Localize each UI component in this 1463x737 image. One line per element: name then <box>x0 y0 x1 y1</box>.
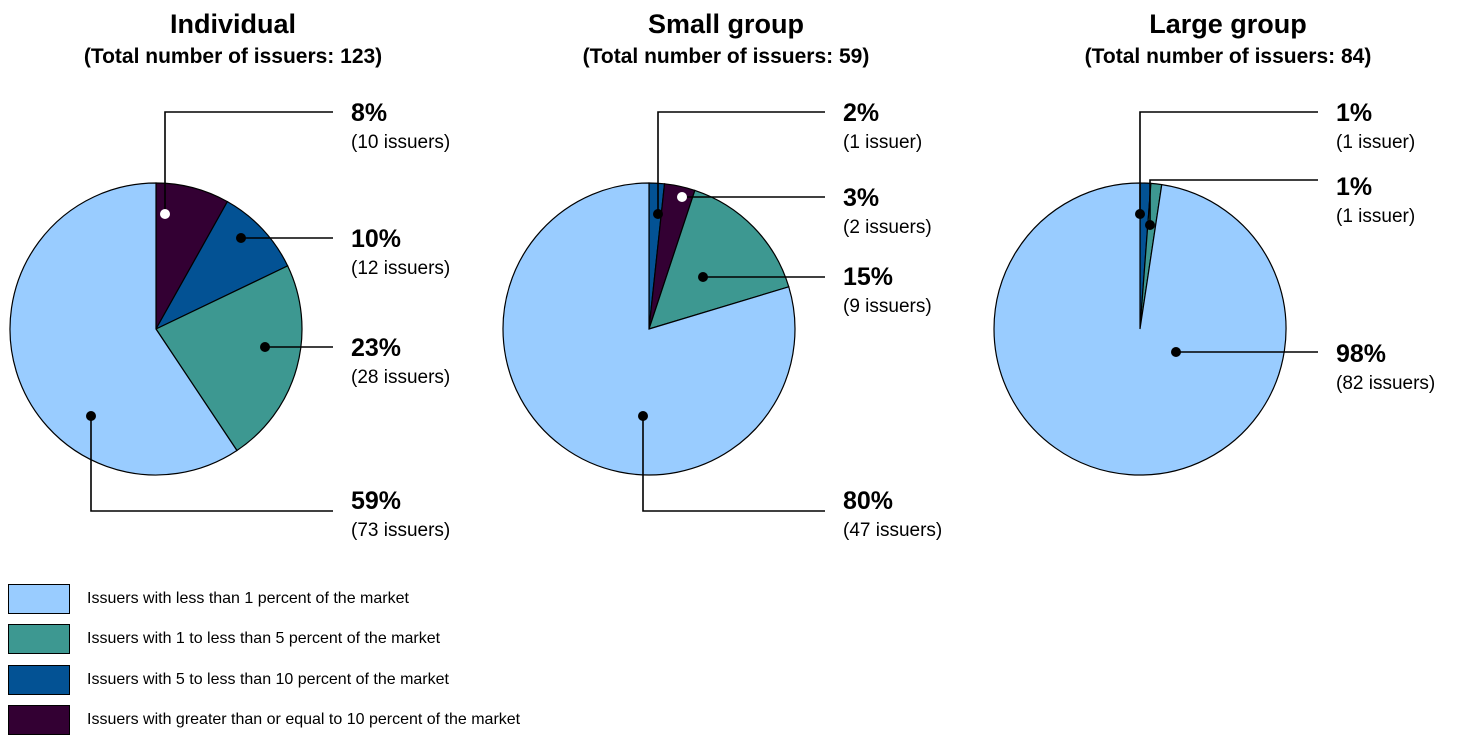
legend-swatch-ge10 <box>8 705 70 735</box>
slice-pct-label: 80% <box>843 487 893 515</box>
leader-line <box>1149 179 1318 225</box>
leader-line <box>657 111 825 214</box>
slice-pct-label: 2% <box>843 99 879 127</box>
leader-dot <box>86 411 96 421</box>
leader-line <box>164 111 333 214</box>
chart-title: Large group <box>1149 9 1307 39</box>
slice-pct-label: 15% <box>843 263 893 291</box>
leader-dot <box>260 342 270 352</box>
slice-count-label: (47 issuers) <box>843 520 942 541</box>
leader-dot <box>236 233 246 243</box>
slice-count-label: (2 issuers) <box>843 217 932 238</box>
slice-count-label: (10 issuers) <box>351 132 450 153</box>
leader-dot <box>677 192 687 202</box>
slice-count-label: (82 issuers) <box>1336 373 1435 394</box>
slice-pct-label: 3% <box>843 184 879 212</box>
legend-swatch-lt1 <box>8 584 70 614</box>
slice-pct-label: 8% <box>351 99 387 127</box>
slice-pct-label: 98% <box>1336 340 1386 368</box>
leader-dot <box>1135 209 1145 219</box>
chart-subtitle: (Total number of issuers: 123) <box>84 45 382 68</box>
slice-count-label: (1 issuer) <box>843 132 922 153</box>
pie-slice-p5to10 <box>154 200 289 331</box>
chart-subtitle: (Total number of issuers: 84) <box>1085 45 1372 68</box>
slice-count-label: (1 issuer) <box>1336 206 1415 227</box>
slice-pct-label: 1% <box>1336 173 1372 201</box>
legend-label-5to10: Issuers with 5 to less than 10 percent o… <box>87 671 449 688</box>
legend-label-ge10: Issuers with greater than or equal to 10… <box>87 711 521 728</box>
legend-swatch-1to5 <box>8 624 70 654</box>
slice-count-label: (28 issuers) <box>351 367 450 388</box>
legend-label-lt1: Issuers with less than 1 percent of the … <box>87 590 409 607</box>
leader-line <box>642 416 825 512</box>
legend-item-1to5: Issuers with 1 to less than 5 percent of… <box>8 622 440 656</box>
legend-item-5to10: Issuers with 5 to less than 10 percent o… <box>8 663 449 697</box>
leader-line <box>90 416 333 512</box>
pie-slice-lt1 <box>9 182 238 476</box>
slice-pct-label: 59% <box>351 487 401 515</box>
leader-dot <box>160 209 170 219</box>
legend-label-1to5: Issuers with 1 to less than 5 percent of… <box>87 630 441 647</box>
slice-pct-label: 1% <box>1336 99 1372 127</box>
pie-slice-lt1 <box>993 182 1287 476</box>
slice-count-label: (1 issuer) <box>1336 132 1415 153</box>
leader-dot <box>638 411 648 421</box>
chart-title: Individual <box>170 9 296 39</box>
leader-dot <box>1145 220 1155 230</box>
chart-title: Small group <box>648 9 804 39</box>
leader-dot <box>653 209 663 219</box>
chart-subtitle: (Total number of issuers: 59) <box>583 45 870 68</box>
slice-count-label: (9 issuers) <box>843 296 932 317</box>
slice-count-label: (73 issuers) <box>351 520 450 541</box>
legend-swatch-5to10 <box>8 665 70 695</box>
slice-pct-label: 10% <box>351 225 401 253</box>
leader-line <box>1139 111 1318 214</box>
slice-pct-label: 23% <box>351 334 401 362</box>
pie-slice-p1to5 <box>155 265 303 452</box>
slice-count-label: (12 issuers) <box>351 258 450 279</box>
pie-slice-lt1 <box>502 182 796 476</box>
leader-dot <box>1171 347 1181 357</box>
legend-item-ge10: Issuers with greater than or equal to 10… <box>8 703 520 737</box>
leader-dot <box>698 272 708 282</box>
legend-item-lt1: Issuers with less than 1 percent of the … <box>8 582 409 616</box>
